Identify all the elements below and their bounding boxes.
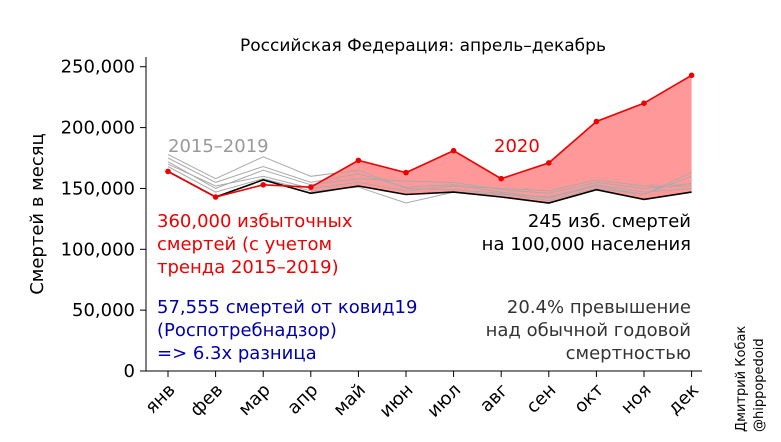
y-tick-label-50000: 50,000 <box>72 300 135 321</box>
historic-line-3 <box>167 161 692 194</box>
author-name: Дмитрий Кобак <box>734 326 749 432</box>
x-tick-label-янв: янв <box>141 380 179 418</box>
rate-text-line2: на 100,000 населения <box>482 234 691 255</box>
y-tick-label-0: 0 <box>124 361 135 382</box>
x-tick-label-апр: апр <box>283 380 322 419</box>
series-2020-point-июл <box>450 147 457 154</box>
historic-line-1 <box>167 153 692 202</box>
series-2020-line <box>167 74 693 198</box>
y-tick-label-150000: 150,000 <box>61 178 135 199</box>
pct-text-line2: над обычной годовой <box>486 320 691 341</box>
chart-title: Российская Федерация: апрель–декабрь <box>240 36 606 56</box>
series-2020-point-апр <box>308 184 314 190</box>
covid-text-line3: => 6.3x разница <box>157 343 317 364</box>
series-2020-point-май <box>355 157 362 164</box>
axes-layer: 0 50,000 100,000 150,000 200,000 250,000 янв фе… <box>61 57 704 422</box>
series-2020-point-ноя <box>641 100 647 106</box>
y-axis-label: Смертей в месяц <box>27 133 48 295</box>
baseline-layer <box>167 170 692 204</box>
x-tick-label-мар: мар <box>234 380 274 420</box>
pct-text-line3: смертностью <box>566 343 691 364</box>
x-tick-label-фев: фев <box>186 380 227 421</box>
series-2020-point-июн <box>403 169 409 176</box>
excess-text-line1: 360,000 избыточных <box>157 211 353 232</box>
series-2020-point-янв <box>165 168 171 175</box>
x-tick-label-май: май <box>329 380 370 421</box>
series-2020-point-авг <box>498 175 505 182</box>
historic-lines-layer <box>167 153 692 204</box>
series-2020-point-сен <box>546 160 552 166</box>
series-2020-point-фев <box>212 194 219 200</box>
series-2020-point-окт <box>593 118 600 125</box>
x-tick-label-авг: авг <box>476 380 513 417</box>
excess-area <box>310 75 692 203</box>
y-tick-label-250000: 250,000 <box>61 57 135 78</box>
historic-line-5 <box>167 166 692 204</box>
excess-fill-layer <box>310 75 692 203</box>
covid-text-line1: 57,555 смертей от ковид19 <box>157 297 417 318</box>
y-tick-label-200000: 200,000 <box>61 118 135 139</box>
series-2020-point-мар <box>260 182 267 188</box>
x-tick-label-июл: июл <box>423 380 465 422</box>
series-2020-layer <box>165 72 695 200</box>
x-tick-label-ноя: ноя <box>617 380 656 419</box>
rate-text-line1: 245 изб. смертей <box>528 211 691 232</box>
x-tick-label-сен: сен <box>522 380 560 418</box>
historic-line-4 <box>167 163 692 192</box>
plot-area: 0 50,000 100,000 150,000 200,000 250,000 янв фе… <box>61 57 704 422</box>
label-2015-2019: 2015–2019 <box>168 136 269 157</box>
pct-text-line1: 20.4% превышение <box>507 297 691 318</box>
historic-line-2 <box>167 157 692 199</box>
x-tick-label-окт: окт <box>570 380 608 418</box>
x-tick-label-июн: июн <box>375 380 417 422</box>
author-handle: @hippopedoid <box>752 338 767 432</box>
excess-text-line3: тренда 2015–2019) <box>157 257 339 278</box>
label-2020: 2020 <box>494 136 540 157</box>
x-tick-label-дек: дек <box>664 380 703 419</box>
baseline-line <box>167 170 692 204</box>
covid-text-line2: (Роспотребнадзор) <box>157 320 337 341</box>
y-tick-label-100000: 100,000 <box>61 239 135 260</box>
series-2020-point-дек <box>688 72 695 79</box>
excess-text-line2: смертей (с учетом <box>157 234 332 255</box>
